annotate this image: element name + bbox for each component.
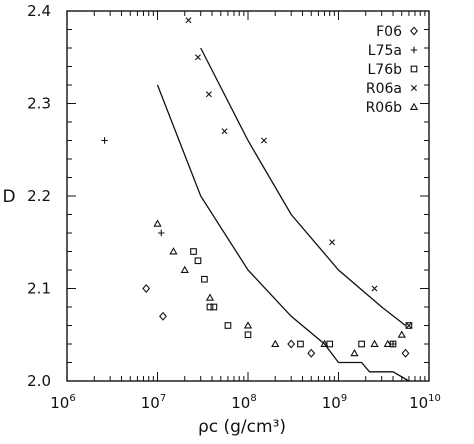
point-r06a-6: [329, 239, 336, 246]
point-r06a-7: [371, 285, 378, 292]
model-curve-2: [200, 47, 406, 327]
point-l76b-7: [244, 331, 252, 339]
point-r06b-6: [271, 339, 280, 347]
x-tick-labels: 106 107 108 109 1010: [50, 393, 441, 412]
point-f06-2: [159, 311, 167, 321]
legend-item-l75a: L75a: [368, 43, 418, 59]
point-l76b-8: [297, 340, 304, 348]
plot-frame: [66, 10, 430, 382]
y-axis-label: D: [2, 187, 15, 207]
svg-text:F06: F06: [376, 24, 402, 40]
x-tick-label: 109: [322, 393, 347, 412]
point-l76b-3: [201, 275, 208, 283]
y-tick-label: 2.2: [27, 187, 51, 205]
point-r06a-8: [405, 322, 412, 329]
svg-text:L75a: L75a: [368, 43, 402, 59]
y-tick-label: 2.1: [27, 280, 51, 298]
point-r06b-4: [205, 293, 215, 301]
point-l76b-5: [210, 303, 218, 311]
svg-text:L76b: L76b: [367, 62, 402, 78]
point-r06b-11: [397, 330, 406, 338]
point-r06a-5: [260, 137, 267, 144]
x-tick-label: 106: [50, 393, 75, 412]
legend: F06 L75a L76b R06a R06b: [366, 24, 419, 116]
x-axis-label: ρc (g/cm³): [198, 417, 286, 437]
y-tick-label: 2.4: [27, 2, 51, 20]
point-l75a-2: [158, 229, 165, 237]
x-tick-label: 1010: [409, 393, 441, 412]
point-r06a-4: [221, 128, 228, 135]
y-tick-label: 2.0: [27, 372, 51, 390]
point-r06b-5: [243, 321, 253, 329]
point-l76b-6: [224, 322, 232, 329]
point-f06-5: [401, 348, 410, 358]
y-tick-labels: 2.0 2.1 2.2 2.3 2.4: [27, 2, 51, 390]
point-r06b-3: [180, 265, 189, 273]
y-tick-label: 2.3: [27, 95, 51, 113]
legend-item-r06b: R06b: [366, 100, 419, 116]
data-points: [101, 17, 413, 358]
svg-text:R06b: R06b: [366, 100, 403, 116]
point-r06b-9: [370, 339, 379, 347]
point-r06b-7: [320, 339, 329, 347]
point-r06b-1: [153, 219, 162, 227]
point-r06b-10: [383, 339, 392, 347]
legend-item-l76b: L76b: [367, 62, 418, 78]
x-tick-label: 107: [141, 393, 166, 412]
model-curve-1: [156, 84, 410, 382]
point-r06a-1: [185, 17, 192, 24]
axis-ticks: [66, 10, 430, 382]
point-l75a-1: [101, 137, 108, 144]
point-l76b-12: [405, 322, 413, 329]
point-f06-1: [142, 283, 151, 294]
legend-item-r06a: R06a: [366, 81, 417, 97]
point-l76b-4: [206, 303, 214, 311]
point-r06a-3: [205, 91, 212, 98]
x-tick-label: 108: [231, 393, 256, 412]
point-l75a-3: [389, 340, 397, 348]
point-f06-4: [307, 348, 316, 358]
point-r06b-2: [169, 247, 178, 255]
model-curves: [156, 47, 410, 382]
legend-item-f06: F06: [376, 24, 418, 40]
svg-text:R06a: R06a: [366, 81, 402, 97]
point-l76b-1: [190, 248, 197, 255]
point-r06b-8: [350, 348, 359, 357]
point-l76b-10: [358, 340, 365, 348]
point-r06a-2: [194, 54, 201, 61]
point-l76b-2: [194, 257, 202, 265]
point-f06-3: [287, 339, 296, 349]
